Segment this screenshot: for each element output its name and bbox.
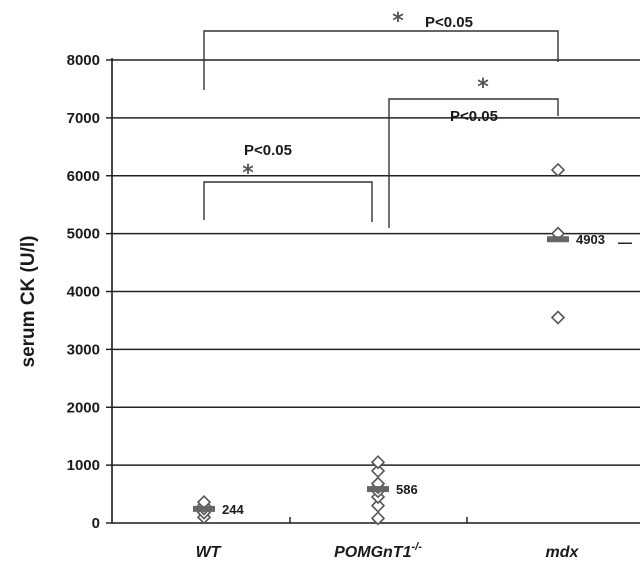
y-tick-label-8000: 8000 xyxy=(67,52,100,69)
label-layer: WT POMGnT1-/- mdx 244 586 4903 P<0.05 * P<0.05 * P… xyxy=(196,9,605,561)
y-tick-label-7000: 7000 xyxy=(67,110,100,127)
y-tick-label-0: 0 xyxy=(92,515,100,532)
significance-bracket-2 xyxy=(203,30,559,90)
significance-text-0: P<0.05 xyxy=(244,142,292,159)
point-layer xyxy=(193,162,632,526)
y-tick-label-4000: 4000 xyxy=(67,284,100,301)
y-tick-label-2000: 2000 xyxy=(67,399,100,416)
significance-text-1: P<0.05 xyxy=(450,108,498,125)
axis-layer: 0 1000 2000 3000 4000 5000 6000 7000 8000 serum C… xyxy=(18,52,640,532)
data-point-1-7 xyxy=(370,455,386,470)
mean-bar-0 xyxy=(193,505,215,512)
significance-text-2: P<0.05 xyxy=(425,14,473,31)
mean-bar-2 xyxy=(547,236,569,243)
mean-label-2: 4903 xyxy=(576,232,605,247)
significance-bracket-0 xyxy=(203,181,373,222)
category-label-1: POMGnT1-/- xyxy=(334,541,422,561)
significance-star-0: * xyxy=(242,161,254,186)
bracket-layer xyxy=(203,30,559,228)
significance-bracket-1 xyxy=(388,98,559,228)
data-point-1-6 xyxy=(370,463,386,479)
data-point-1-1 xyxy=(370,498,386,513)
data-point-1-0 xyxy=(370,511,386,526)
data-point-2-2 xyxy=(550,162,566,178)
significance-star-1: * xyxy=(477,75,489,100)
y-tick-label-3000: 3000 xyxy=(67,341,100,358)
significance-star-2: * xyxy=(392,9,404,34)
grid-layer xyxy=(112,59,640,466)
data-point-2-0 xyxy=(550,310,566,325)
y-axis-title: serum CK (U/l) xyxy=(18,236,39,368)
mean-bar-1 xyxy=(367,486,389,493)
y-tick-label-5000: 5000 xyxy=(67,226,100,243)
category-label-2: mdx xyxy=(546,544,580,561)
mean-label-0: 244 xyxy=(222,502,244,517)
mean-label-1: 586 xyxy=(396,482,418,497)
y-tick-label-1000: 1000 xyxy=(67,457,100,474)
category-label-0: WT xyxy=(196,544,222,561)
y-tick-label-6000: 6000 xyxy=(67,168,100,185)
